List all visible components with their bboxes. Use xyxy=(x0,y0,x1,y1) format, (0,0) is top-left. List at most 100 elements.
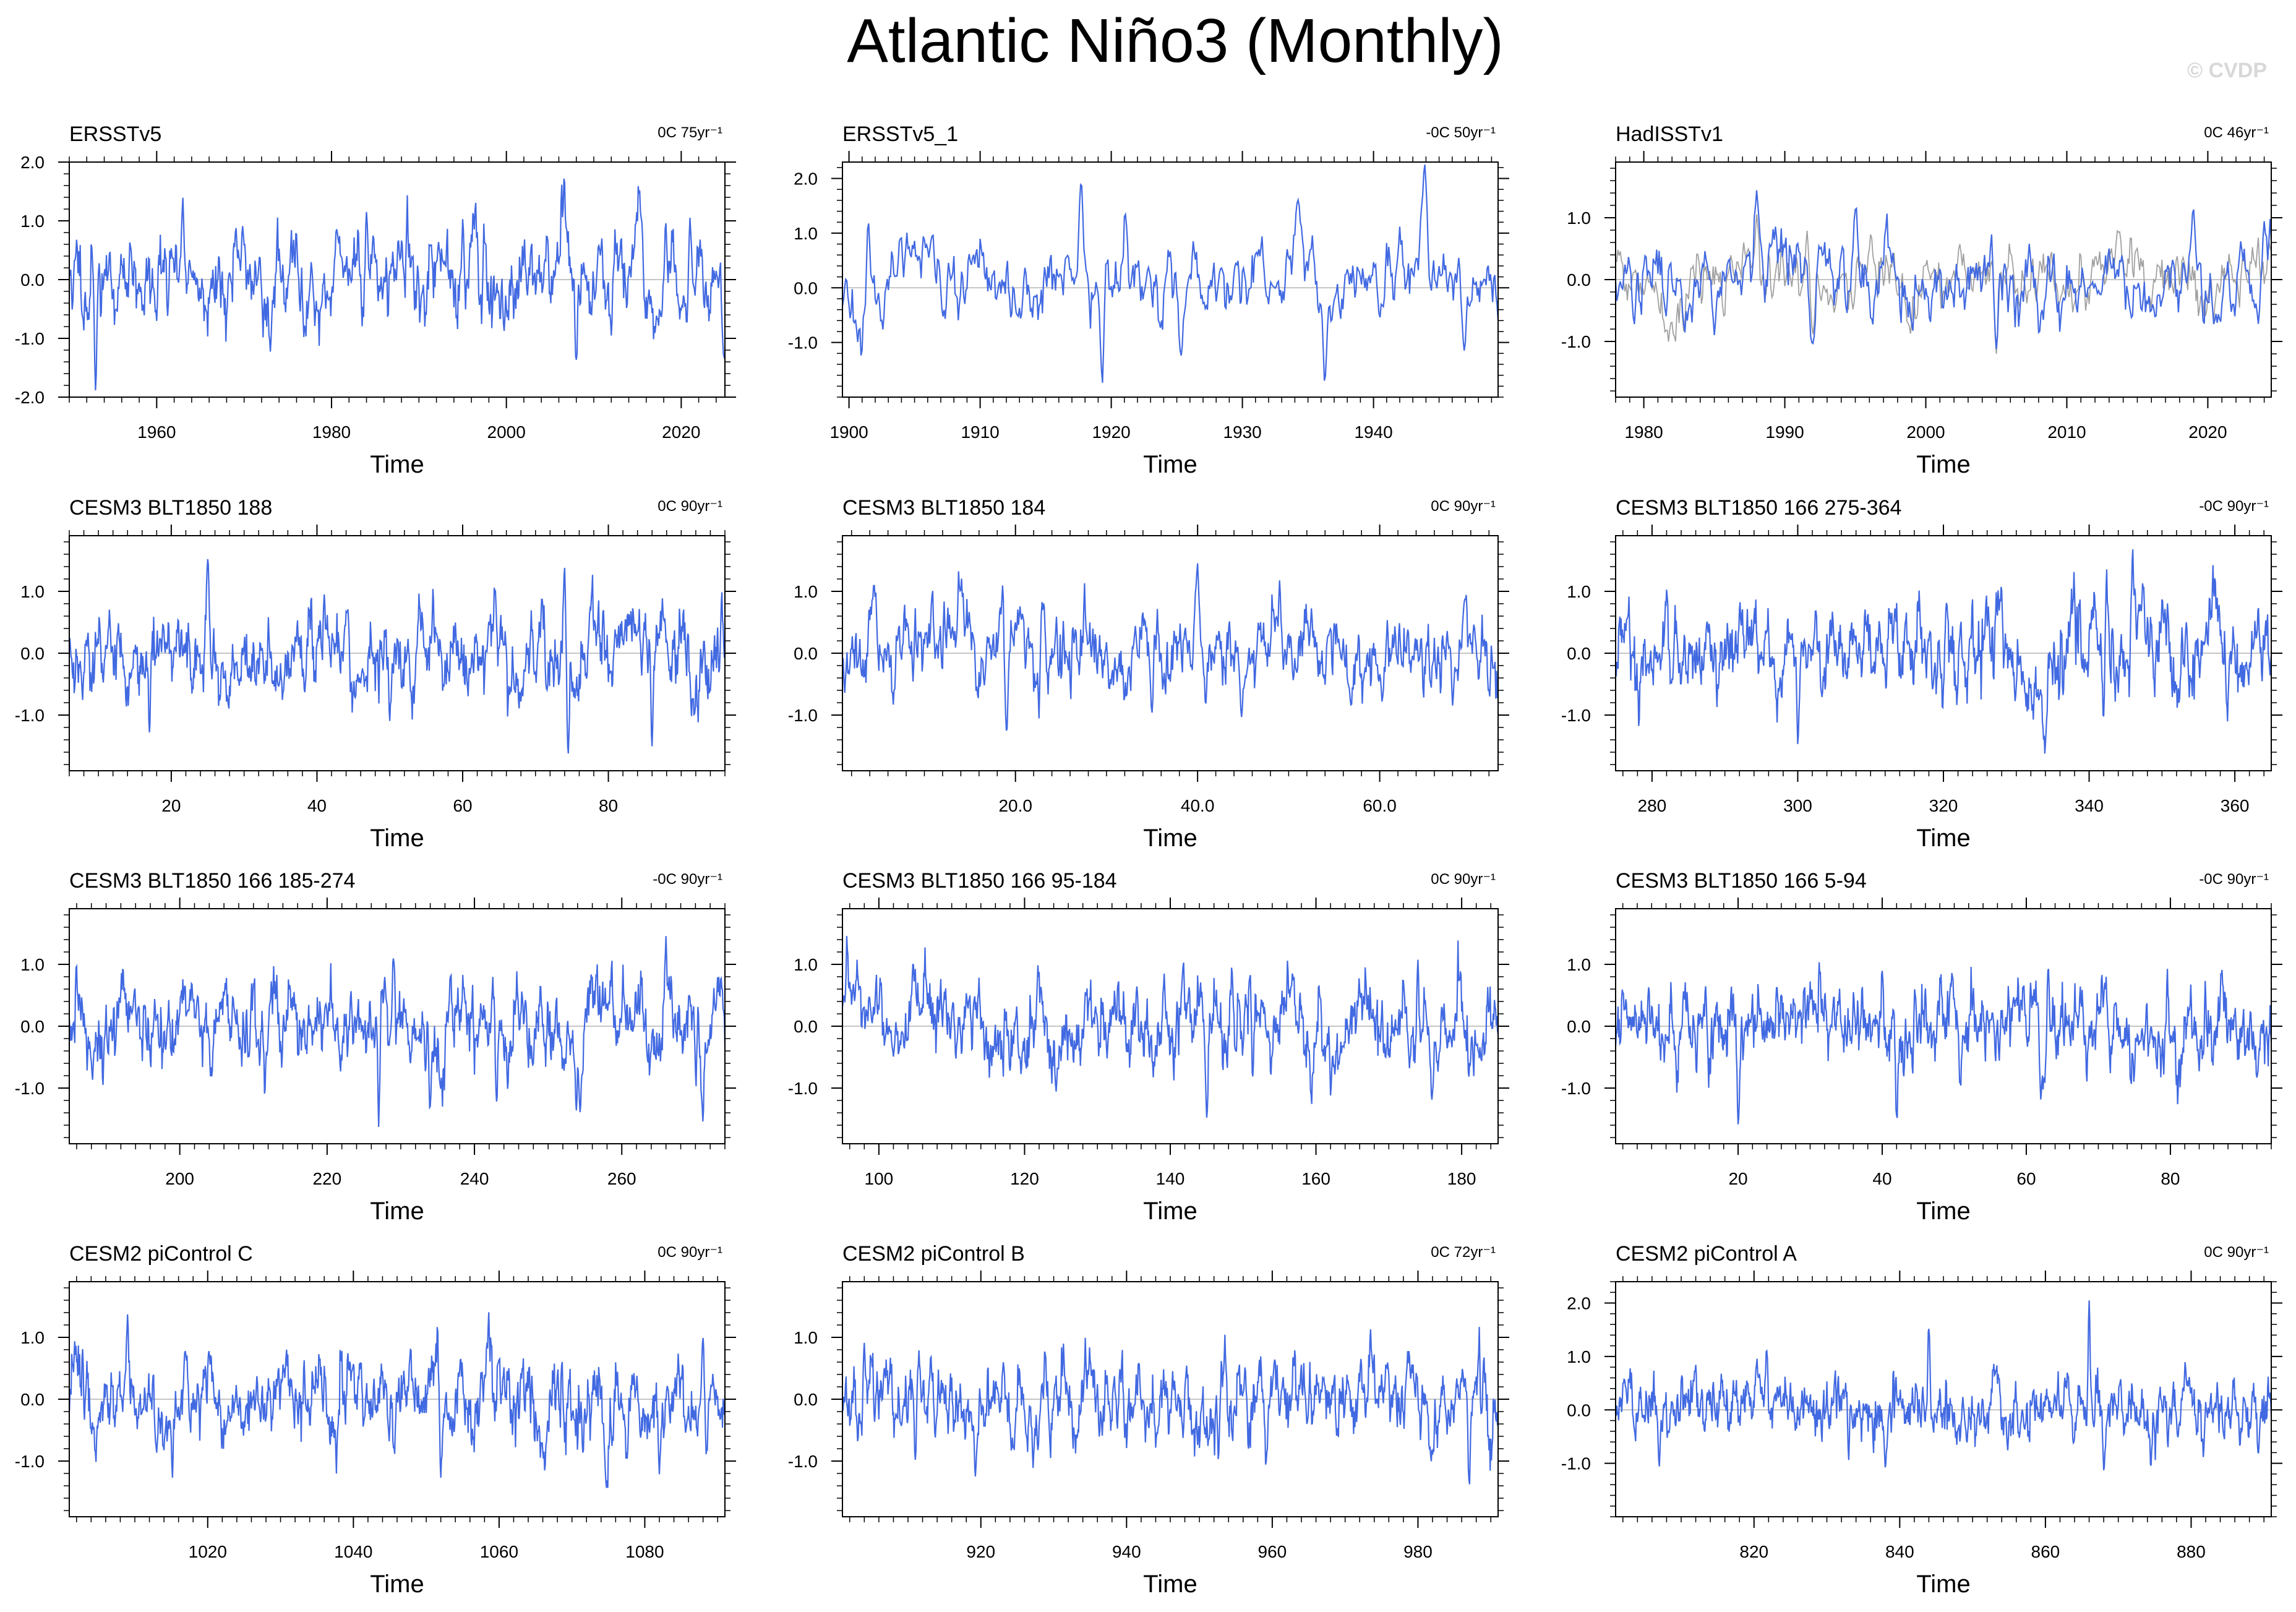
panel-9: CESM3 BLT1850 166 5-94 -0C 90yr⁻¹ -1.0 0.0 1… xyxy=(1561,869,2282,1225)
x-axis-label: Time xyxy=(1143,451,1197,478)
y-tick-label: -1.0 xyxy=(15,329,45,348)
y-tick-label: 1.0 xyxy=(20,1328,45,1347)
y-tick-label: 0.0 xyxy=(794,1390,818,1409)
y-tick-label: 0.0 xyxy=(20,270,45,289)
x-tick-label: 140 xyxy=(1156,1169,1185,1188)
x-tick-label: 1990 xyxy=(1765,422,1804,442)
x-tick-label: 940 xyxy=(1112,1542,1141,1561)
panel-7: CESM3 BLT1850 166 185-274 -0C 90yr⁻¹ -1.0 0… xyxy=(15,869,736,1225)
x-tick-label: 40 xyxy=(1872,1169,1891,1188)
y-tick-label: -1.0 xyxy=(15,1452,45,1471)
plot-frame xyxy=(842,161,1499,398)
y-tick-label: -1.0 xyxy=(1561,332,1591,351)
x-axis-label: Time xyxy=(370,825,424,852)
x-tick-label: 280 xyxy=(1638,796,1667,815)
x-tick-label: 1020 xyxy=(189,1542,227,1561)
y-tick-label: 0.0 xyxy=(1567,1017,1591,1036)
y-tick-label: 0.0 xyxy=(20,644,45,663)
panel-title: ERSSTv5_1 xyxy=(842,122,958,146)
x-tick-label: 860 xyxy=(2031,1542,2060,1561)
panels-container: ERSSTv5 0C 75yr⁻¹ -2.0 -1.0 0.0 1.0 2.0 1960 198… xyxy=(15,122,2282,1598)
x-tick-label: 20 xyxy=(1728,1169,1747,1188)
trend-label: 0C 46yr⁻¹ xyxy=(2204,124,2269,141)
y-tick-label: -1.0 xyxy=(788,706,818,725)
y-tick-label: 1.0 xyxy=(20,955,45,974)
x-axis-label: Time xyxy=(1916,1571,1970,1598)
series-line xyxy=(1616,962,2271,1125)
x-tick-label: 120 xyxy=(1010,1169,1039,1188)
trend-label: -0C 50yr⁻¹ xyxy=(1426,124,1496,141)
y-tick-label: 1.0 xyxy=(1567,1347,1591,1366)
series-line xyxy=(69,559,725,754)
x-tick-label: 40 xyxy=(307,796,327,815)
x-tick-label: 2020 xyxy=(662,422,700,442)
series-line xyxy=(1616,214,2271,354)
y-tick-label: -1.0 xyxy=(15,1079,45,1098)
panel-3: HadISSTv1 0C 46yr⁻¹ -1.0 0.0 1.0 1980 1990 2000… xyxy=(1561,122,2282,478)
y-tick-label: 0.0 xyxy=(20,1017,45,1036)
x-axis-label: Time xyxy=(370,451,424,478)
series-line xyxy=(1616,190,2271,349)
panel-1: ERSSTv5 0C 75yr⁻¹ -2.0 -1.0 0.0 1.0 2.0 1960 198… xyxy=(15,122,736,478)
x-tick-label: 980 xyxy=(1403,1542,1433,1561)
x-axis-label: Time xyxy=(1916,1198,1970,1225)
panel-title: CESM2 piControl A xyxy=(1616,1242,1797,1266)
series-line xyxy=(842,936,1498,1118)
watermark: © CVDP xyxy=(2187,59,2267,82)
x-tick-label: 360 xyxy=(2221,796,2250,815)
y-tick-label: 1.0 xyxy=(794,1328,818,1347)
panel-5: CESM3 BLT1850 184 0C 90yr⁻¹ -1.0 0.0 1.0 20.0… xyxy=(788,496,1509,852)
y-tick-label: 0.0 xyxy=(20,1390,45,1409)
series-line xyxy=(842,563,1498,731)
panel-title: CESM2 piControl B xyxy=(842,1242,1025,1266)
y-tick-label: 0.0 xyxy=(794,644,818,663)
panel-title: CESM3 BLT1850 188 xyxy=(69,496,272,520)
x-tick-label: 960 xyxy=(1258,1542,1287,1561)
trend-label: 0C 90yr⁻¹ xyxy=(1431,871,1496,888)
y-tick-label: 1.0 xyxy=(1567,208,1591,228)
x-tick-label: 180 xyxy=(1447,1169,1476,1188)
x-tick-label: 260 xyxy=(607,1169,636,1188)
x-tick-label: 1960 xyxy=(137,422,176,442)
y-tick-label: 1.0 xyxy=(794,582,818,601)
y-tick-label: 0.0 xyxy=(794,1017,818,1036)
panel-title: CESM2 piControl C xyxy=(69,1242,253,1266)
x-tick-label: 60 xyxy=(453,796,472,815)
x-tick-label: 1040 xyxy=(334,1542,372,1561)
y-tick-label: -1.0 xyxy=(1561,1079,1591,1098)
trend-label: 0C 90yr⁻¹ xyxy=(658,498,722,515)
x-tick-label: 240 xyxy=(460,1169,489,1188)
panel-10: CESM2 piControl C 0C 90yr⁻¹ -1.0 0.0 1.0 1020… xyxy=(15,1242,736,1598)
y-tick-label: 2.0 xyxy=(20,153,45,172)
panel-title: CESM3 BLT1850 166 95-184 xyxy=(842,869,1117,893)
panel-title: HadISSTv1 xyxy=(1616,122,1723,146)
x-tick-label: 1900 xyxy=(829,422,868,442)
x-tick-label: 220 xyxy=(312,1169,341,1188)
x-tick-label: 100 xyxy=(865,1169,894,1188)
x-tick-label: 1920 xyxy=(1092,422,1130,442)
trend-label: -0C 90yr⁻¹ xyxy=(653,871,722,888)
panel-4: CESM3 BLT1850 188 0C 90yr⁻¹ -1.0 0.0 1.0 20 40… xyxy=(15,496,736,852)
x-tick-label: 200 xyxy=(165,1169,194,1188)
figure-title: Atlantic Niño3 (Monthly) xyxy=(847,6,1504,75)
y-tick-label: -1.0 xyxy=(788,333,818,353)
x-axis-label: Time xyxy=(1143,1571,1197,1598)
trend-label: -0C 90yr⁻¹ xyxy=(2199,871,2269,888)
y-tick-label: 0.0 xyxy=(1567,1400,1591,1420)
x-tick-label: 160 xyxy=(1301,1169,1330,1188)
x-axis-label: Time xyxy=(1143,1198,1197,1225)
x-tick-label: 880 xyxy=(2177,1542,2206,1561)
series-line xyxy=(69,936,725,1127)
y-tick-label: 1.0 xyxy=(794,955,818,974)
trend-label: 0C 90yr⁻¹ xyxy=(1431,498,1496,515)
x-tick-label: 300 xyxy=(1783,796,1812,815)
x-tick-label: 820 xyxy=(1739,1542,1768,1561)
trend-label: 0C 90yr⁻¹ xyxy=(2204,1244,2269,1261)
panel-title: ERSSTv5 xyxy=(69,122,161,146)
x-tick-label: 1910 xyxy=(961,422,999,442)
x-tick-label: 320 xyxy=(1929,796,1958,815)
x-axis-label: Time xyxy=(1916,825,1970,852)
panel-8: CESM3 BLT1850 166 95-184 0C 90yr⁻¹ -1.0 0.0… xyxy=(788,869,1509,1225)
x-axis-label: Time xyxy=(1143,825,1197,852)
